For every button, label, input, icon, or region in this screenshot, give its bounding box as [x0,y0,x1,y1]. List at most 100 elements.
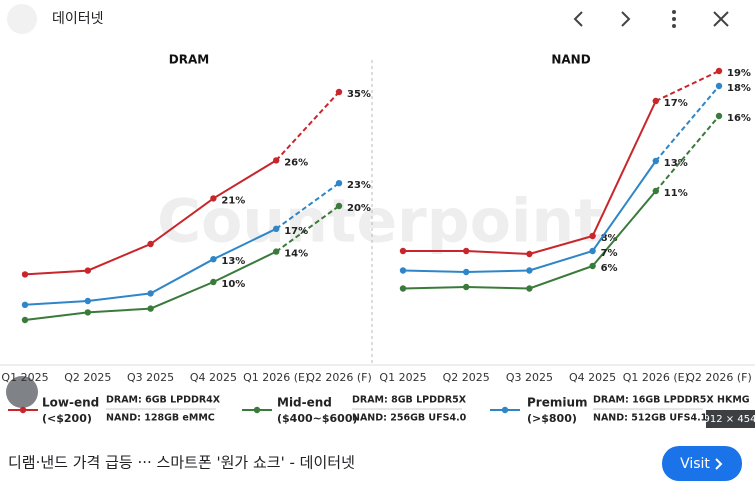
x-tick-label: Q2 2026 (F) [306,371,372,384]
point [84,267,92,274]
point [210,195,217,202]
data-label: 6% [601,263,618,274]
point [463,283,470,291]
legend-price: (<$200) [42,412,92,425]
point [526,285,533,292]
point [210,278,217,286]
point [652,157,659,165]
point [526,250,533,258]
chart-title: NAND [551,53,590,67]
point [273,225,280,232]
point [147,240,154,248]
point [526,267,533,274]
forecast-line [655,85,720,162]
point [715,82,723,90]
data-label: 7% [601,248,618,259]
x-tick-label: Q2 2025 [64,371,111,384]
data-label: 21% [221,195,245,206]
site-logo [7,4,37,34]
lens-button[interactable] [6,376,38,408]
data-label: 17% [284,226,308,237]
watermark: Counterpoint [157,187,603,257]
forecast-line [275,205,340,253]
point [463,247,470,255]
data-label: 18% [727,83,751,94]
legend-dot [19,406,27,414]
legend-nand: NAND: 512GB UFS4.1 [593,413,707,424]
data-label: 19% [727,68,751,79]
chart-title: DRAM [169,53,209,67]
next-button[interactable] [621,11,631,27]
x-tick-label: Q2 2026 (F) [686,371,752,384]
data-label: 23% [347,180,371,191]
x-tick-label: Q4 2025 [190,371,237,384]
point [589,232,596,240]
visit-label[interactable]: Visit [680,456,710,472]
data-label: 20% [347,203,371,214]
legend-dot [253,406,261,414]
legend-name: Mid-end [277,396,332,410]
data-label: 16% [727,113,751,124]
point [84,309,92,316]
forecast-line [275,182,340,230]
point [399,285,407,292]
point [399,247,407,255]
point [84,297,92,305]
legend-dram: DRAM: 8GB LPDDR5X [352,395,467,406]
legend-nand: NAND: 256GB UFS4.0 [352,413,467,424]
data-label: 13% [664,158,688,169]
data-label: 26% [284,157,308,168]
legend-name: Low-end [42,396,99,410]
point [273,157,280,164]
point [715,112,723,120]
caption: 디램·낸드 가격 급등 ··· 스마트폰 '원가 쇼크' - 데이터넷 [8,454,355,472]
point [335,202,343,210]
size-badge-text: 912 × 454 [704,414,755,425]
prev-button[interactable] [573,11,583,27]
point [335,180,343,187]
point [21,316,29,324]
point [399,267,407,274]
legend-nand: NAND: 128GB eMMC [106,413,215,424]
data-label: 13% [221,256,245,267]
x-tick-label: Q1 2026 (E) [243,371,309,384]
point [21,271,29,278]
data-label: 8% [601,233,618,244]
data-label: 14% [284,249,308,260]
point [147,290,154,297]
point [21,301,29,308]
x-tick-label: Q1 2025 [1,371,48,384]
point [463,268,470,276]
x-tick-label: Q2 2025 [443,371,490,384]
size-badge [706,410,755,428]
legend-price: (>$800) [527,412,577,425]
close-button[interactable] [713,11,729,27]
data-label: 35% [347,89,371,100]
data-label: 17% [664,98,688,109]
point [210,256,217,263]
forecast-line [655,115,720,192]
site-name: 데이터넷 [52,11,104,27]
legend-name: Premium [527,396,588,410]
visit-button[interactable] [662,446,742,481]
more-button[interactable] [672,10,676,28]
forecast-line [655,70,720,102]
x-tick-label: Q3 2025 [506,371,553,384]
point [273,248,280,255]
point [652,187,659,195]
visit-arrow [715,458,723,470]
legend-price: ($400~$600) [277,412,358,425]
point [335,88,343,96]
image-area [0,42,755,432]
point [147,305,154,312]
point [652,97,659,105]
point [589,262,596,270]
x-tick-label: Q4 2025 [569,371,616,384]
point [715,67,723,75]
x-tick-label: Q1 2025 [379,371,426,384]
point [589,247,596,255]
data-label: 11% [664,188,688,199]
data-label: 10% [221,279,245,290]
x-tick-label: Q1 2026 (E) [623,371,689,384]
